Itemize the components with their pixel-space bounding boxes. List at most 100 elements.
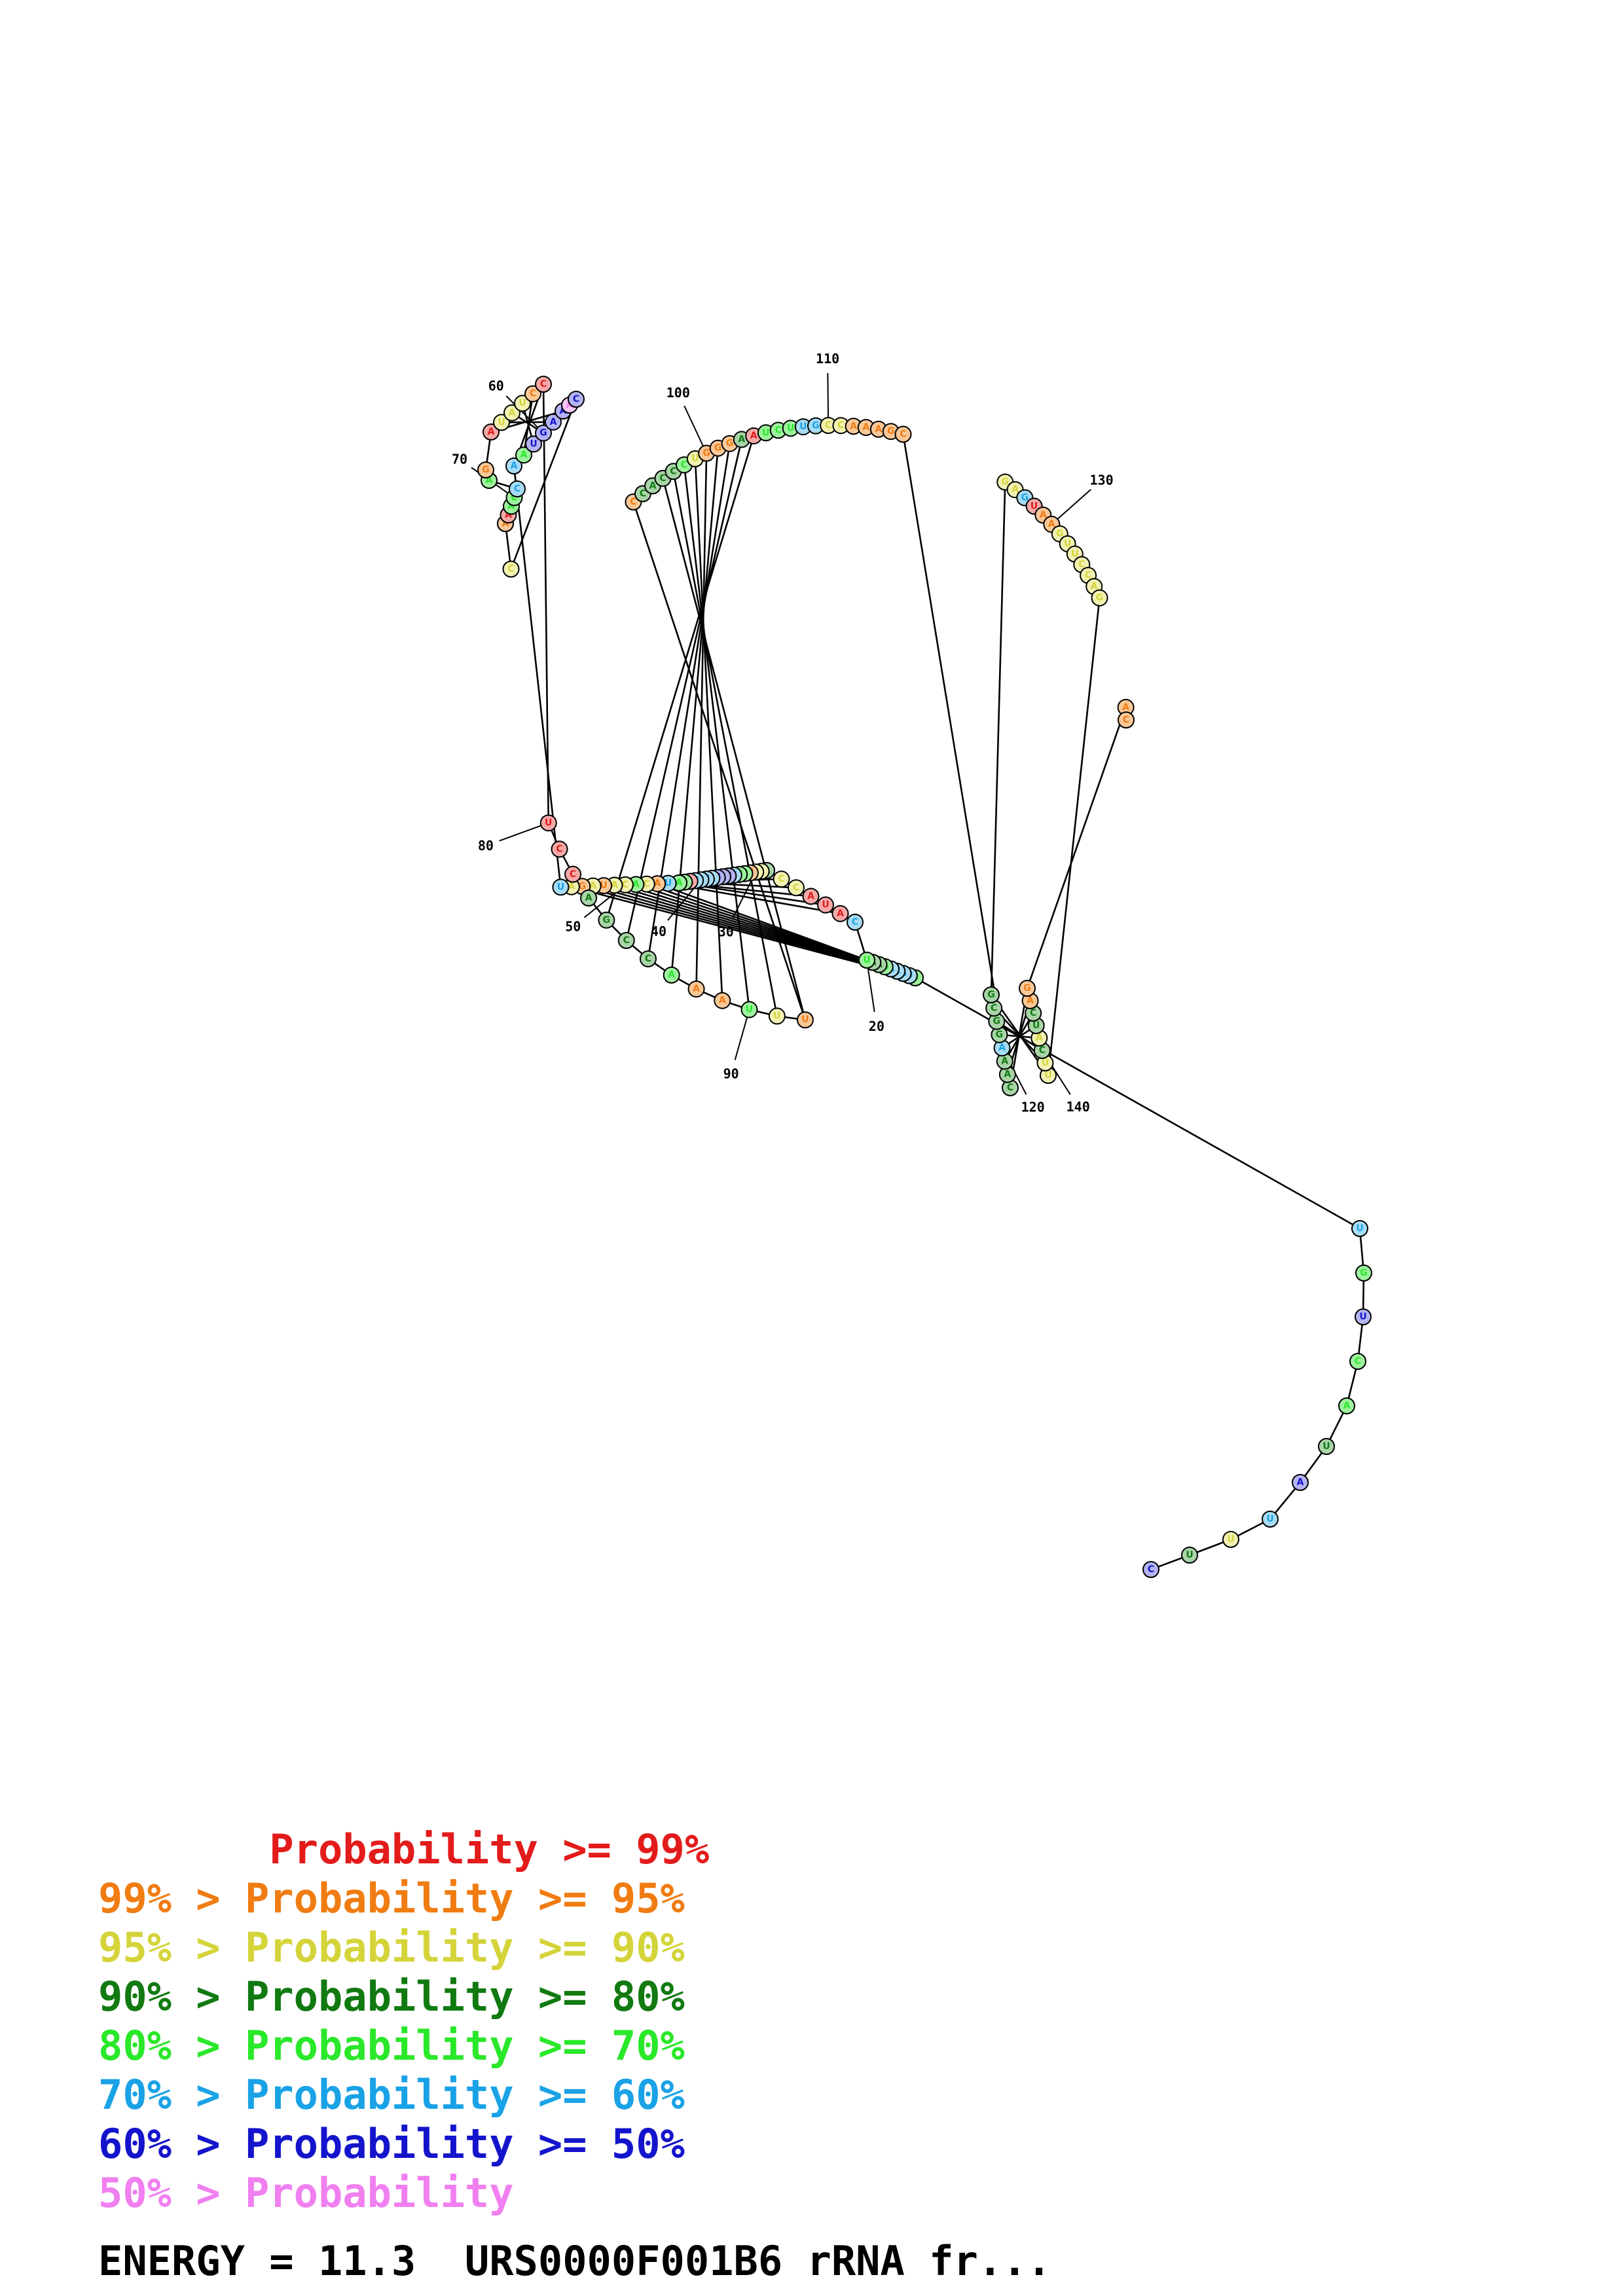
position-number: 30 [718,924,734,940]
nucleotide-letter: A [486,475,493,486]
nucleotide-letter: C [530,389,536,399]
position-number: 50 [565,919,581,935]
nucleotide-letter: G [1002,477,1010,488]
base-pair-line [662,478,807,1020]
nucleotide-circle [663,966,680,984]
nucleotide-letter: U [787,423,794,433]
nucleotide-letter: C [507,564,514,575]
backbone-bond [1026,707,1127,989]
nucleotide-letter: A [807,891,814,902]
nucleotide-letter: U [1322,1441,1330,1452]
nucleotide-letter: U [498,417,505,427]
legend-row: 99% > Probability >= 95% [98,1874,709,1923]
nucleotide-letter: U [530,439,537,449]
nucleotide-circle [1181,1547,1198,1564]
nucleotide-letter: U [691,454,699,464]
nucleotide-circle [524,385,541,403]
nucleotide-circle [1355,1308,1372,1325]
nucleotide-circle [858,952,875,969]
nucleotide-circle [552,878,570,896]
nucleotide-letter: C [511,492,517,503]
nucleotide: A [515,446,532,464]
nucleotide: U [539,814,557,832]
nucleotide-letter: C [1039,1045,1046,1056]
nucleotide: C [502,560,520,578]
backbone-bonds [484,384,1365,1571]
nucleotide: C [773,870,790,888]
number-tick [505,395,544,434]
nucleotide: C [847,914,864,931]
nucleotide-circle [515,446,532,464]
nucleotide: C [524,385,541,403]
position-number: 100 [666,385,690,401]
nucleotide-circle [1142,1561,1159,1578]
nucleotide-letter: A [875,424,882,435]
nucleotide-letter: C [1123,715,1129,725]
nucleotide-letter: C [622,880,629,890]
nucleotide-letter: U [1359,1312,1366,1322]
nucleotide-letter: U [600,880,607,891]
nucleotide-letter: C [681,459,687,470]
nucleotide: C [1349,1353,1366,1370]
nucleotide-circle [802,888,820,905]
nucleotide: C [535,376,552,393]
number-tick [1051,489,1091,525]
nucleotide: G [1355,1265,1372,1282]
legend-label: Probability >= 95% [244,1874,685,1922]
nucleotide-circle [580,889,598,907]
number-tick [499,822,549,842]
legend-prefix: 50% > [98,2169,245,2217]
nucleotide-letter: A [693,984,700,994]
nucleotide-circle [740,1001,758,1018]
nucleotide: G [535,424,552,442]
legend-row: 90% > Probability >= 80% [98,1972,709,2021]
legend-label: Probability >= 90% [244,1924,685,1971]
nucleotide-letter: A [998,1043,1006,1053]
nucleotide-letter: U [773,1011,780,1021]
nucleotide-letter: C [991,1003,997,1013]
nucleotide-letter: U [557,882,564,892]
nucleotide-letter: U [1071,549,1078,560]
nucleotide: C [564,865,582,883]
nucleotide-letter: A [1012,484,1019,495]
nucleotide: C [639,950,657,967]
nucleotide: A [714,992,731,1009]
nucleotide: G [991,1026,1008,1043]
backbone-bond [1047,598,1101,1076]
nucleotide-circle [788,879,805,897]
position-number: 140 [1067,1099,1090,1115]
nucleotide-letter: C [1007,1083,1013,1093]
base-pair-line [657,882,867,961]
legend-row: 50% > Probability [98,2168,709,2217]
legend-row: 95% > Probability >= 90% [98,1923,709,1972]
nucleotide-circle [535,376,552,393]
nucleotide-circle [535,424,552,442]
nucleotide: U [1351,1220,1368,1237]
nucleotide-letter: U [801,1014,809,1025]
nucleotide: A [687,980,705,998]
base-pair-line [571,886,916,979]
nucleotide-letter: U [1266,1514,1273,1524]
nucleotide-letter: A [589,881,596,891]
nucleotide-circle [639,950,657,967]
nucleotide-letter: G [1056,529,1064,539]
legend-prefix [98,1825,269,1873]
base-pair-line [581,885,910,977]
nucleotide-circle [1355,1265,1372,1282]
nucleotide: A [1292,1474,1309,1491]
nucleotide: U [817,896,834,914]
nucleotide: U [858,952,875,969]
nucleotide-letter: A [649,480,657,491]
position-number: 130 [1090,472,1114,488]
nucleotide-circle [598,911,615,929]
legend-label: Probability >= 99% [269,1825,710,1873]
nucleotide-letter: A [668,970,675,980]
nucleotide-letter: A [654,878,661,889]
nucleotide: G [983,986,1000,1003]
nucleotide-letter: G [993,1016,1001,1027]
nucleotide-letter: C [570,869,576,880]
backbone-bond [990,482,1006,996]
nucleotide-letter: A [488,427,495,437]
nucleotide-letter: A [505,510,512,520]
nucleotide: A [869,420,887,438]
